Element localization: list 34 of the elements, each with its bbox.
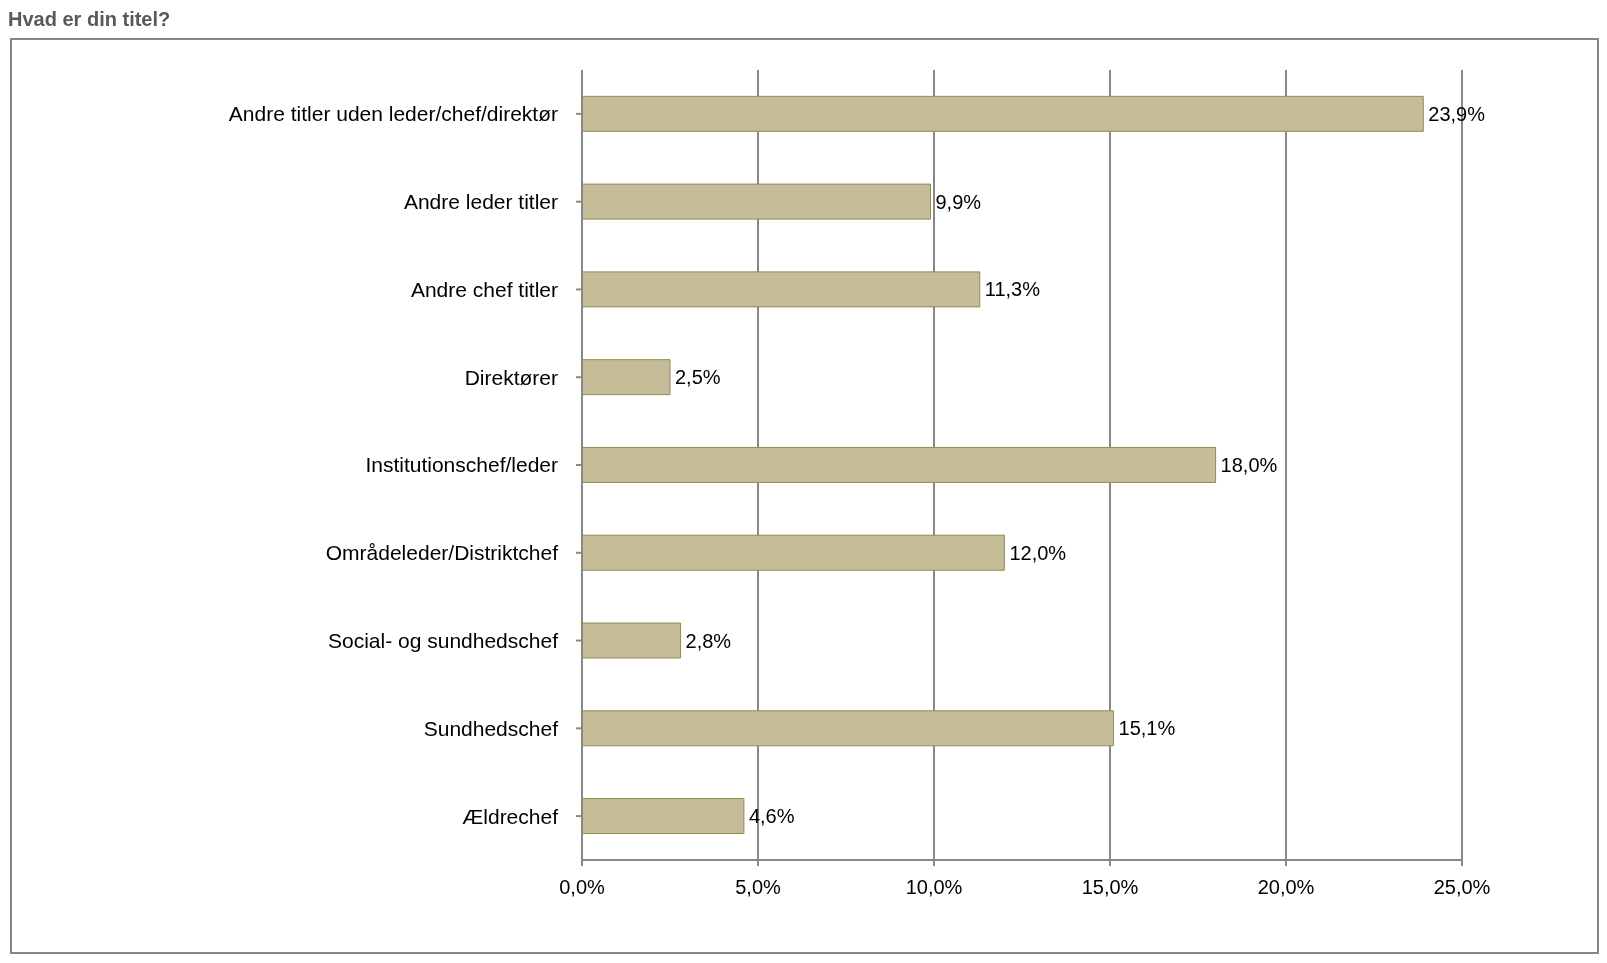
bar xyxy=(582,271,981,308)
bar xyxy=(582,359,671,396)
x-tick-label: 5,0% xyxy=(735,876,782,899)
bar xyxy=(582,183,931,220)
data-label: 18,0% xyxy=(1220,454,1278,477)
y-tick-label: Ældrechef xyxy=(462,804,559,828)
y-tick-label: Sundhedschef xyxy=(423,716,559,740)
bar xyxy=(582,710,1115,747)
data-label: 23,9% xyxy=(1428,102,1486,125)
x-tick-label: 10,0% xyxy=(905,876,963,899)
text: Hvad er din titel? xyxy=(8,8,171,31)
y-tick-label: Social- og sundhedschef xyxy=(328,629,559,653)
bar xyxy=(582,95,1424,132)
y-tick-label: Områdeleder/Distriktchef xyxy=(325,541,559,565)
data-label: 2,8% xyxy=(685,629,732,652)
data-label: 15,1% xyxy=(1118,717,1176,740)
data-label: 12,0% xyxy=(1009,541,1067,564)
bar xyxy=(582,534,1005,571)
x-tick-label: 20,0% xyxy=(1257,876,1315,899)
data-label: 11,3% xyxy=(984,278,1041,301)
bar xyxy=(582,622,682,659)
data-label: 9,9% xyxy=(935,190,982,213)
bar xyxy=(582,446,1217,483)
x-tick-label: 0,0% xyxy=(559,876,606,899)
x-tick-label: 15,0% xyxy=(1081,876,1139,899)
data-label: 4,6% xyxy=(748,805,795,828)
x-tick-label: 25,0% xyxy=(1433,876,1491,899)
y-tick-label: Andre chef titler xyxy=(410,277,558,301)
y-tick-label: Direktører xyxy=(464,365,558,389)
y-tick-label: Andre titler uden leder/chef/direktør xyxy=(228,102,558,126)
y-tick-label: Institutionschef/leder xyxy=(365,453,559,477)
y-tick-label: Andre leder titler xyxy=(403,190,558,214)
data-label: 2,5% xyxy=(675,366,721,389)
bar xyxy=(582,798,745,835)
